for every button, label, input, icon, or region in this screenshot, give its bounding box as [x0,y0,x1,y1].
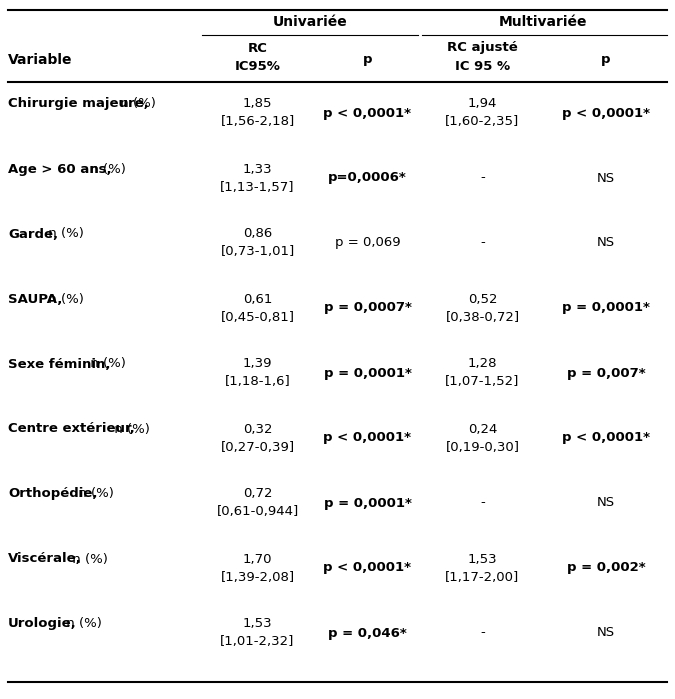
Text: p = 0,046*: p = 0,046* [328,626,407,640]
Text: n (%): n (%) [86,357,126,370]
Text: 0,24: 0,24 [468,422,497,435]
Text: p = 0,0001*: p = 0,0001* [323,496,412,510]
Text: NS: NS [597,171,615,185]
Text: [1,39-2,08]: [1,39-2,08] [221,570,294,584]
Text: 0,86: 0,86 [243,227,272,240]
Text: -: - [480,171,485,185]
Text: 1,85: 1,85 [243,97,272,110]
Text: [0,19-0,30]: [0,19-0,30] [446,440,520,454]
Text: IC 95 %: IC 95 % [455,59,510,73]
Text: Garde,: Garde, [8,227,58,240]
Text: 0,52: 0,52 [468,292,497,305]
Text: [1,07-1,52]: [1,07-1,52] [446,375,520,389]
Text: Multivariée: Multivariée [500,15,588,29]
Text: NS: NS [597,626,615,640]
Text: p=0,0006*: p=0,0006* [328,171,407,185]
Text: p < 0,0001*: p < 0,0001* [323,106,412,120]
Text: 1,33: 1,33 [243,162,272,175]
Text: 1,70: 1,70 [243,552,272,565]
Text: p < 0,0001*: p < 0,0001* [323,431,412,445]
Text: 0,72: 0,72 [243,487,272,500]
Text: p < 0,0001*: p < 0,0001* [562,106,650,120]
Text: -: - [480,236,485,250]
Text: Viscérale,: Viscérale, [8,552,82,565]
Text: p = 0,007*: p = 0,007* [567,366,645,380]
Text: SAUPA,: SAUPA, [8,292,62,305]
Text: Chirurgie majeure,: Chirurgie majeure, [8,97,148,110]
Text: [0,61-0,944]: [0,61-0,944] [217,505,298,519]
Text: [0,45-0,81]: [0,45-0,81] [221,310,294,324]
Text: [1,18-1,6]: [1,18-1,6] [225,375,290,389]
Text: Orthopédie,: Orthopédie, [8,487,97,500]
Text: -: - [480,496,485,510]
Text: n (%): n (%) [62,617,102,630]
Text: n (%): n (%) [44,292,84,305]
Text: Centre extérieur,: Centre extérieur, [8,422,135,435]
Text: p = 0,0007*: p = 0,0007* [323,301,412,315]
Text: n (%): n (%) [110,422,150,435]
Text: n (%): n (%) [116,97,156,110]
Text: [1,13-1,57]: [1,13-1,57] [220,180,295,194]
Text: 1,53: 1,53 [468,552,497,565]
Text: Univariée: Univariée [273,15,348,29]
Text: Variable: Variable [8,53,72,67]
Text: NS: NS [597,496,615,510]
Text: p = 0,002*: p = 0,002* [567,561,645,575]
Text: p: p [362,54,372,66]
Text: [0,73-1,01]: [0,73-1,01] [220,245,294,259]
Text: p = 0,0001*: p = 0,0001* [562,301,650,315]
Text: Sexe féminin,: Sexe féminin, [8,357,111,370]
Text: [0,38-0,72]: [0,38-0,72] [446,310,520,324]
Text: p = 0,069: p = 0,069 [335,236,400,250]
Text: RC ajusté: RC ajusté [447,41,518,55]
Text: [1,56-2,18]: [1,56-2,18] [220,115,294,129]
Text: NS: NS [597,236,615,250]
Text: 1,28: 1,28 [468,357,497,370]
Text: p < 0,0001*: p < 0,0001* [562,431,650,445]
Text: p: p [601,54,611,66]
Text: p = 0,0001*: p = 0,0001* [323,366,412,380]
Text: 0,32: 0,32 [243,422,272,435]
Text: Urologie,: Urologie, [8,617,77,630]
Text: n (%): n (%) [68,552,108,565]
Text: -: - [480,626,485,640]
Text: [1,17-2,00]: [1,17-2,00] [446,570,520,584]
Text: p < 0,0001*: p < 0,0001* [323,561,412,575]
Text: 0,61: 0,61 [243,292,272,305]
Text: [0,27-0,39]: [0,27-0,39] [221,440,294,454]
Text: IC95%: IC95% [235,59,280,73]
Text: [1,01-2,32]: [1,01-2,32] [220,635,295,649]
Text: Age > 60 ans,: Age > 60 ans, [8,162,111,175]
Text: 1,94: 1,94 [468,97,497,110]
Text: RC: RC [248,41,267,55]
Text: 1,39: 1,39 [243,357,272,370]
Text: n (%): n (%) [86,162,126,175]
Text: n (%): n (%) [74,487,114,500]
Text: [1,60-2,35]: [1,60-2,35] [446,115,520,129]
Text: n (%): n (%) [44,227,84,240]
Text: 1,53: 1,53 [243,617,272,630]
